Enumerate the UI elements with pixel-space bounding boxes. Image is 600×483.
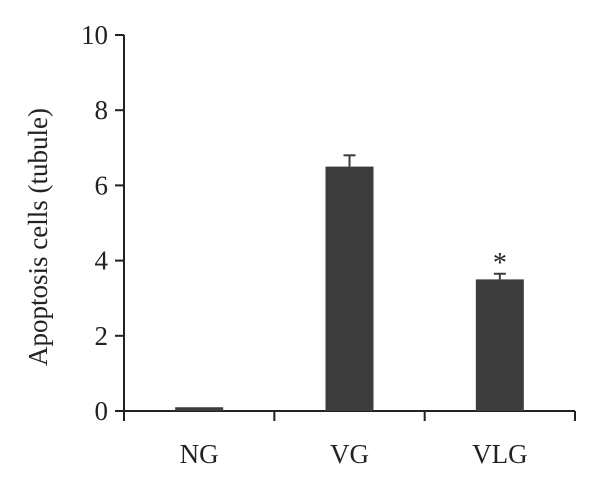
bar-ng xyxy=(175,407,224,411)
x-category-label: NG xyxy=(180,439,219,469)
y-tick-label: 6 xyxy=(95,170,109,200)
y-tick-label: 4 xyxy=(95,246,109,276)
bars xyxy=(175,154,524,411)
bar-vg xyxy=(325,166,374,411)
x-category-label: VG xyxy=(330,439,369,469)
y-tick-label: 0 xyxy=(95,396,109,426)
bar-vlg xyxy=(475,279,524,411)
y-tick-label: 8 xyxy=(95,95,109,125)
x-axis xyxy=(123,410,576,421)
y-axis: 0 2 4 6 8 10 xyxy=(81,20,125,426)
y-axis-title: Apoptosis cells (tubule) xyxy=(23,108,53,366)
significance-marker-vlg: * xyxy=(493,248,507,279)
x-category-label: VLG xyxy=(472,439,528,469)
y-tick-label: 2 xyxy=(95,321,109,351)
y-tick-label: 10 xyxy=(81,20,108,50)
labels: NG VG * VLG xyxy=(180,248,528,469)
